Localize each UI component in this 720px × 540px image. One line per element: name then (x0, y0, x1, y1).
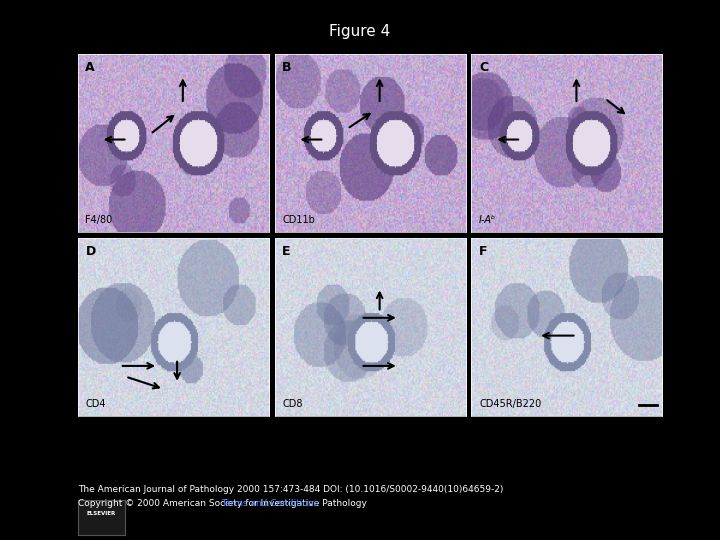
Text: The American Journal of Pathology 2000 157:473-484 DOI: (10.1016/S0002-9440(10)6: The American Journal of Pathology 2000 1… (78, 485, 503, 494)
Text: D: D (86, 245, 96, 258)
Text: F: F (479, 245, 487, 258)
Text: I-Aᵇ: I-Aᵇ (479, 215, 496, 225)
Text: CD45R/B220: CD45R/B220 (479, 399, 541, 409)
Text: C: C (479, 61, 488, 74)
Text: A: A (86, 61, 95, 74)
Text: CD4: CD4 (86, 399, 106, 409)
Text: Figure 4: Figure 4 (329, 24, 391, 39)
Text: CD11b: CD11b (282, 215, 315, 225)
Text: ELSEVIER: ELSEVIER (86, 511, 116, 516)
Text: Terms and Conditions: Terms and Conditions (220, 498, 318, 508)
Text: CD8: CD8 (282, 399, 302, 409)
Text: Copyright © 2000 American Society for Investigative Pathology: Copyright © 2000 American Society for In… (78, 498, 369, 508)
Text: B: B (282, 61, 292, 74)
Text: E: E (282, 245, 291, 258)
Text: F4/80: F4/80 (86, 215, 112, 225)
